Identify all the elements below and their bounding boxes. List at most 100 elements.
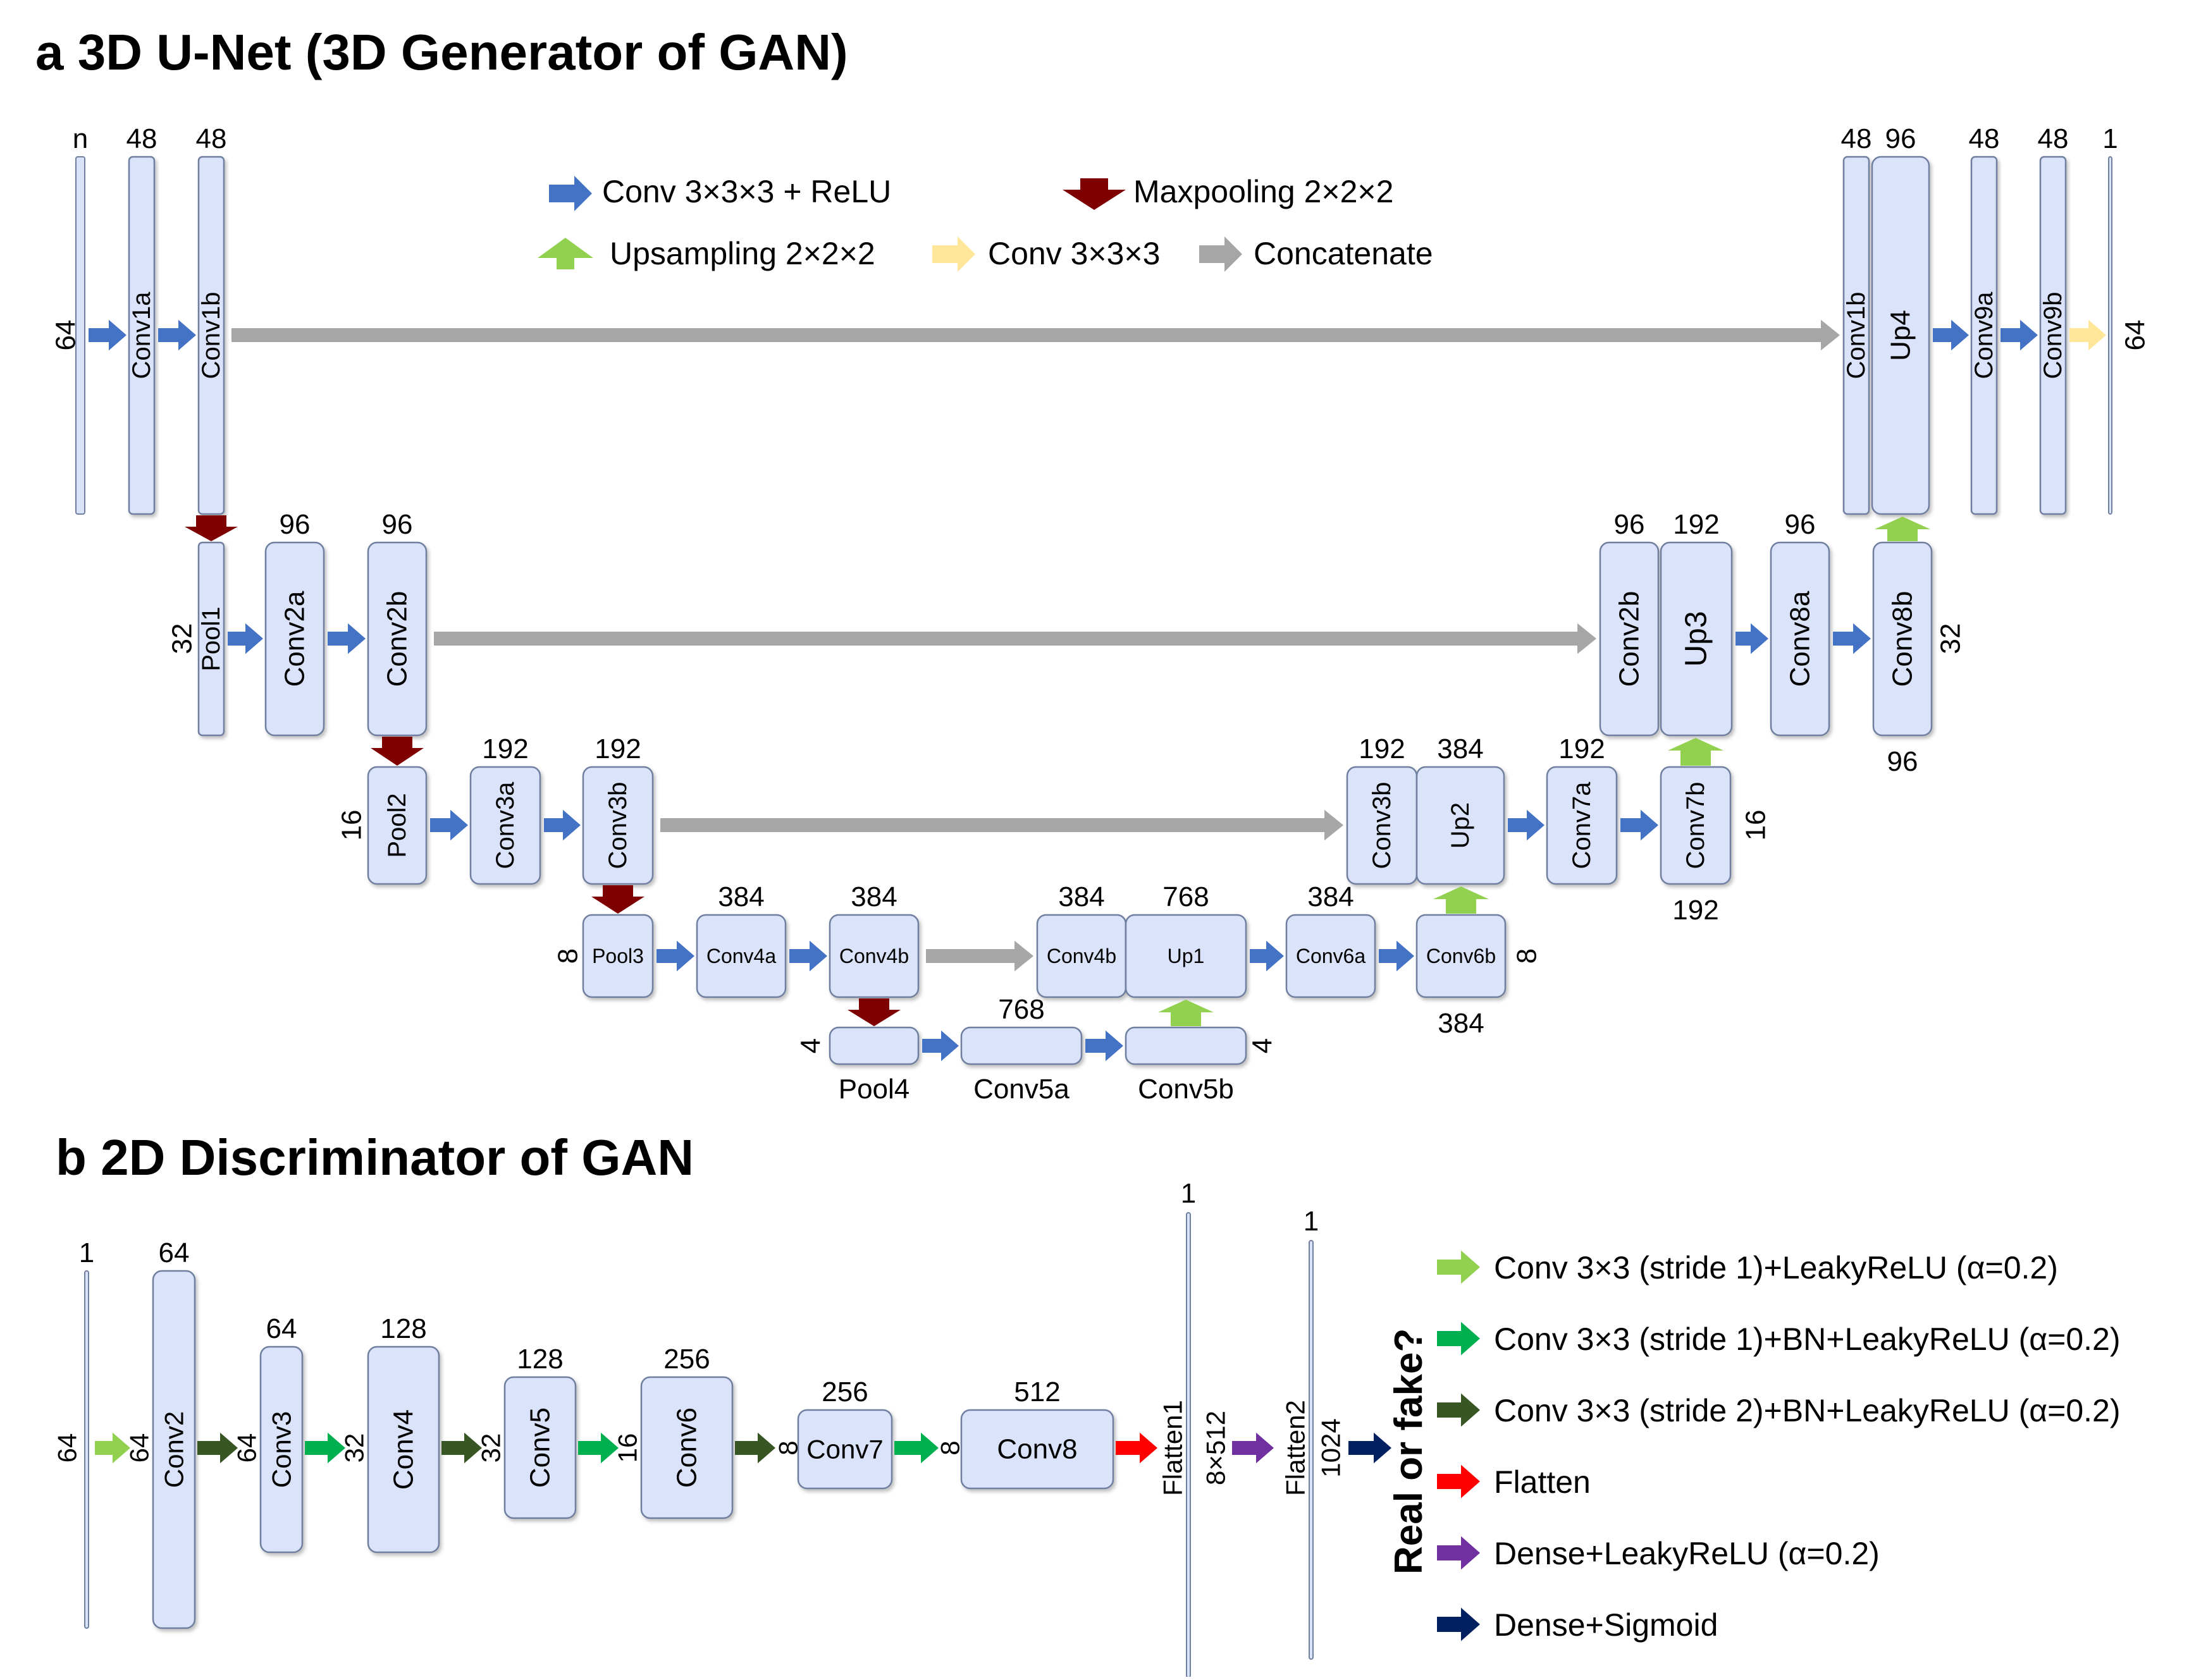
- unet-block-conv1b-rect: [197, 156, 225, 515]
- unet-size-l3-right: 16: [1741, 810, 1772, 841]
- disc-block-conv7: Conv7 256: [797, 1376, 893, 1490]
- unet-block-pool1-rect: [197, 541, 225, 737]
- unet-block-copy4b: Conv4b 384: [1036, 881, 1127, 998]
- unet-concat-conv4b-to-copy4b: [926, 940, 1033, 972]
- unet-block-input: n: [73, 123, 88, 515]
- unet-block-conv4b: Conv4b 384: [829, 881, 920, 998]
- legend-maxpool: Maxpooling 2×2×2: [1063, 174, 1393, 210]
- unet-block-conv2a-label: Conv2a: [280, 591, 311, 687]
- unet-block-up3-label: Up3: [1680, 611, 1713, 666]
- unet-arrow-conv4a-to-conv4b: [789, 940, 827, 972]
- legend-maxpool-label: Maxpooling 2×2×2: [1133, 174, 1393, 209]
- legend-conv-plain-label: Conv 3×3×3: [988, 236, 1160, 271]
- unet-block-copy2b-channels: 96: [1614, 509, 1645, 540]
- disc-block-conv5: Conv5 128: [503, 1344, 577, 1519]
- unet-block-conv3b-rect: [582, 766, 654, 885]
- unet-block-up2: Up2 384: [1415, 733, 1505, 885]
- disc-size-input: 64: [52, 1433, 82, 1463]
- unet-block-copy4b-channels: 384: [1058, 881, 1104, 912]
- unet-block-copy3b: Conv3b 192: [1346, 733, 1418, 885]
- unet-block-conv7a: Conv7a 192: [1546, 733, 1618, 885]
- unet-arrow-up3-to-conv8a: [1736, 623, 1768, 654]
- unet-arrow-conv9a-to-conv9b: [2001, 319, 2038, 351]
- unet-block-conv8a-label: Conv8a: [1785, 591, 1816, 687]
- unet-block-conv7b: Conv7b 192: [1660, 766, 1732, 926]
- unet-block-copy1b-label: Conv1b: [1842, 292, 1870, 379]
- disc-size-flatten1: 8×512: [1201, 1411, 1231, 1485]
- unet-block-conv2b: Conv2b 96: [367, 509, 428, 737]
- unet-block-pool4: Pool4: [829, 1026, 920, 1105]
- disc-legend-label-3: Conv 3×3 (stride 2)+BN+LeakyReLU (α=0.2): [1494, 1393, 2121, 1428]
- unet-block-conv6b-label: Conv6b: [1426, 945, 1496, 967]
- disc-legend-arrow-6: [1437, 1607, 1480, 1641]
- disc-block-conv8-channels: 512: [1014, 1376, 1060, 1407]
- unet-arrow-up2-to-conv7a: [1508, 809, 1544, 841]
- unet-concat-conv2b-to-copy2b: [434, 623, 1596, 654]
- disc-legend-arrow-3: [1437, 1393, 1480, 1427]
- unet-block-conv1a-channels: 48: [126, 123, 157, 154]
- unet-block-copy1b: Conv1b 48: [1841, 123, 1871, 515]
- legend-conv-plain: Conv 3×3×3: [932, 236, 1160, 272]
- unet-block-conv6a-rect: [1285, 914, 1376, 998]
- unet-block-conv5a-rect: [960, 1026, 1083, 1065]
- unet-block-conv6b: Conv6b 384: [1415, 914, 1507, 1039]
- unet-block-up2-label: Up2: [1446, 802, 1474, 849]
- unet-block-up2-channels: 384: [1437, 733, 1483, 764]
- unet-size-l2-right: 32: [1935, 623, 1966, 654]
- disc-block-conv2-channels: 64: [159, 1237, 190, 1268]
- unet-concat-conv1b-to-copy1b: [231, 319, 1840, 351]
- unet-block-conv7a-channels: 192: [1558, 733, 1605, 764]
- unet-block-conv3a-channels: 192: [482, 733, 528, 764]
- disc-block-conv5-label: Conv5: [525, 1407, 556, 1488]
- unet-block-conv7a-rect: [1546, 766, 1618, 885]
- legend-maxpool-arrow: [1063, 178, 1126, 210]
- disc-legend-label-4: Flatten: [1494, 1464, 1591, 1500]
- unet-block-up1: Up1 768: [1125, 881, 1247, 998]
- unet-block-conv8b-rect: [1872, 541, 1933, 737]
- unet-block-pool4-label: Pool4: [839, 1074, 910, 1105]
- unet-block-conv2b-rect: [367, 541, 428, 737]
- disc-block-conv5-rect: [503, 1376, 577, 1519]
- unet-block-conv1a-label: Conv1a: [128, 291, 156, 379]
- disc-block-conv7-label: Conv7: [806, 1435, 883, 1464]
- unet-pool-arrow-conv1b-to-pool1: [185, 515, 238, 541]
- unet-block-up4-label: Up4: [1885, 310, 1916, 361]
- disc-block-conv4-rect: [367, 1346, 440, 1554]
- disc-legend-item-5: Dense+LeakyReLU (α=0.2): [1437, 1536, 1880, 1571]
- unet-block-conv5b: Conv5b: [1125, 1026, 1247, 1105]
- unet-block-conv7b-rect: [1660, 766, 1732, 885]
- disc-block-conv6-channels: 256: [663, 1344, 710, 1375]
- unet-arrow-pool4-to-conv5a: [922, 1030, 959, 1062]
- disc-block-flatten1: Flatten1 1: [1158, 1178, 1196, 1678]
- unet-block-conv1a: Conv1a 48: [126, 123, 157, 515]
- unet-up-arrow-conv7b-to-up3: [1668, 738, 1723, 766]
- disc-block-input-channels: 1: [79, 1237, 94, 1268]
- disc-size-flatten2: 1024: [1316, 1418, 1346, 1477]
- panel-a-title: a 3D U-Net (3D Generator of GAN): [35, 24, 848, 80]
- unet-block-conv3b-channels: 192: [595, 733, 641, 764]
- unet-up-arrow-conv6b-to-up2: [1433, 886, 1489, 914]
- unet-up-arrow-conv5b-to-up1: [1158, 1000, 1214, 1026]
- unet-block-conv2a-rect: [264, 541, 325, 737]
- unet-concat-conv3b-to-copy3b: [660, 809, 1343, 841]
- unet-block-conv4a-label: Conv4a: [706, 945, 777, 967]
- unet-block-pool1-label: Pool1: [197, 606, 225, 671]
- unet-block-output: 1: [2102, 123, 2118, 515]
- disc-legend-item-6: Dense+Sigmoid: [1437, 1607, 1718, 1643]
- unet-block-copy2b-rect: [1599, 541, 1660, 737]
- unet-block-conv8a-channels: 96: [1785, 509, 1816, 540]
- unet-block-up3-rect: [1660, 541, 1733, 737]
- unet-block-up1-label: Up1: [1168, 945, 1205, 967]
- unet-block-conv5a-label: Conv5a: [973, 1074, 1070, 1105]
- unet-arrow-conv1a-to-conv1b: [158, 319, 196, 351]
- unet-block-conv9b: Conv9b 48: [2038, 123, 2069, 515]
- disc-block-conv4: Conv4 128: [367, 1313, 440, 1554]
- disc-legend-label-1: Conv 3×3 (stride 1)+LeakyReLU (α=0.2): [1494, 1250, 2058, 1285]
- unet-block-conv5a-channels: 768: [998, 994, 1044, 1025]
- unet-size-l1-left: 64: [51, 320, 82, 351]
- unet-block-up3: Up3 192: [1660, 509, 1733, 737]
- disc-legend-label-5: Dense+LeakyReLU (α=0.2): [1494, 1536, 1880, 1571]
- unet-block-conv9b-rect: [2039, 156, 2067, 515]
- unet-block-conv2a-channels: 96: [280, 509, 311, 540]
- unet-block-conv9b-channels: 48: [2038, 123, 2069, 154]
